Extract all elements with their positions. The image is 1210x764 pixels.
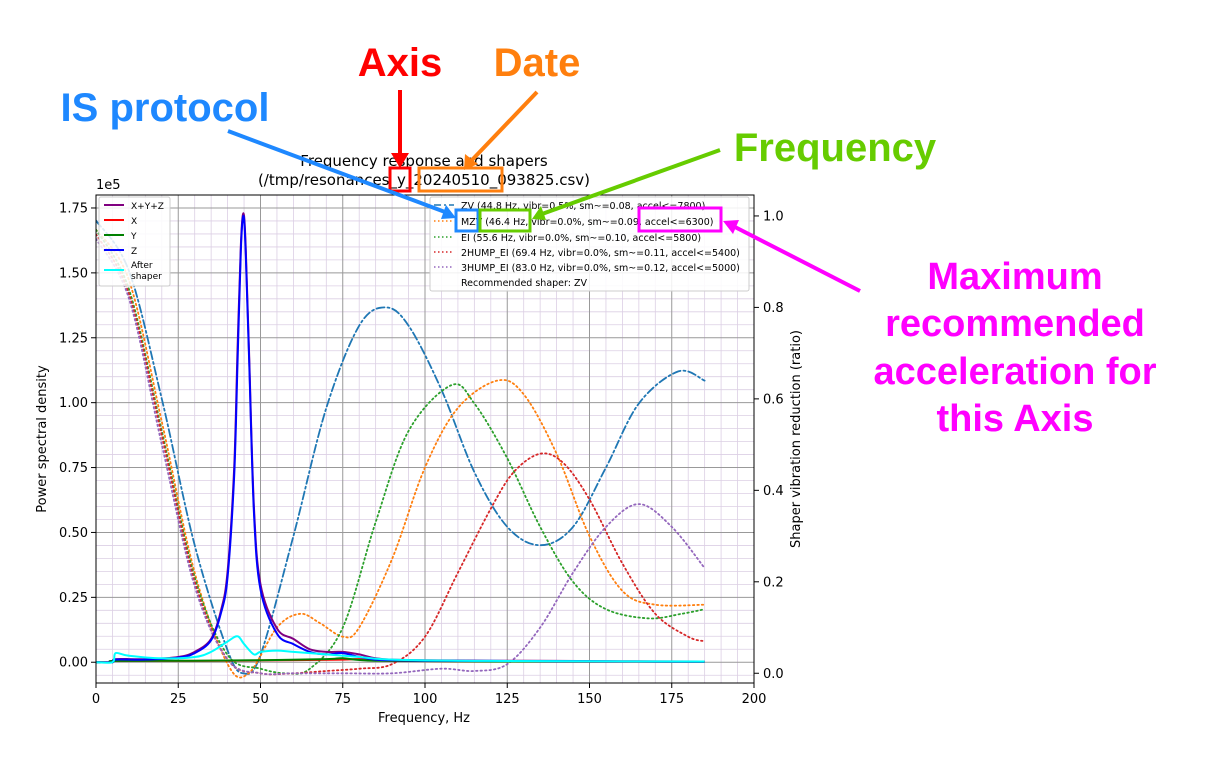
- chart-subtitle: (/tmp/resonances_y_20240510_093825.csv): [258, 171, 590, 190]
- y2-tick-label: 1.0: [763, 209, 784, 224]
- y-tick-label: 0.75: [59, 461, 88, 476]
- y-tick-label: 0.00: [59, 656, 88, 671]
- y2-tick-label: 0.0: [763, 667, 784, 682]
- callout-arrows: [227, 90, 861, 293]
- date-highlight-box: [417, 166, 504, 193]
- accel-arrowhead: [723, 220, 739, 234]
- axes: 0 25 50 75 100 125 150 175 200 0.00 0.25 0.50 0.75 1.…: [59, 201, 784, 707]
- axis-arrowhead: [391, 153, 409, 168]
- y-tick-label: 1.25: [59, 331, 88, 346]
- is-protocol-arrowhead: [441, 205, 456, 219]
- y2-axis-label: Shaper vibration reduction (ratio): [789, 330, 804, 548]
- shaper-line-ei: [96, 228, 706, 675]
- legend-label-zv: ZV (44.8 Hz, vibr=0.5%, sm~=0.08, accel<…: [461, 201, 705, 212]
- accel-highlight-box: [637, 206, 723, 233]
- chart-title: Frequency response and shapers: [300, 152, 548, 170]
- frequency-arrow: [541, 148, 721, 216]
- psd-line-after-shaper: [96, 635, 705, 664]
- x-tick-label: 25: [170, 692, 187, 707]
- y-tick-label: 1.50: [59, 266, 88, 281]
- accel-callout: Maximum recommended acceleration for thi…: [874, 256, 1157, 440]
- y-tick-label: 0.50: [59, 526, 88, 541]
- shaper-curves: [96, 219, 706, 679]
- y-tick-label: 0.25: [59, 591, 88, 606]
- x-tick-label: 125: [495, 692, 520, 707]
- x-tick-label: 150: [577, 692, 602, 707]
- legend-label-after: After: [131, 261, 153, 271]
- date-callout: Date: [494, 41, 581, 85]
- legend-label-recommended: Recommended shaper: ZV: [461, 278, 587, 289]
- is-protocol-highlight-box: [454, 208, 480, 233]
- x-tick-label: 175: [659, 692, 684, 707]
- legend-label-shaper: shaper: [131, 272, 162, 282]
- y-tick-label: 1.75: [59, 201, 88, 216]
- is-protocol-callout: IS protocol: [61, 86, 270, 130]
- shaper-line-mzv: [96, 228, 706, 679]
- y2-tick-label: 0.2: [763, 575, 784, 590]
- x-tick-label: 0: [92, 692, 100, 707]
- legend-label-z: Z: [131, 247, 137, 257]
- accel-callout-line-3: acceleration for: [874, 351, 1157, 393]
- date-arrow: [470, 90, 539, 162]
- legend-label-x: X: [131, 217, 137, 227]
- date-arrowhead: [464, 154, 478, 170]
- shaper-legend: ZV (44.8 Hz, vibr=0.5%, sm~=0.08, accel<…: [429, 196, 750, 292]
- x-tick-label: 200: [742, 692, 767, 707]
- x-tick-label: 100: [413, 692, 438, 707]
- legend-label-y: Y: [130, 232, 137, 242]
- y2-tick-label: 0.6: [763, 392, 784, 407]
- legend-label-ei: EI (55.6 Hz, vibr=0.0%, sm~=0.10, accel<…: [461, 233, 701, 244]
- accel-callout-line-2: recommended: [885, 303, 1145, 345]
- psd-curves: [96, 212, 705, 664]
- y-tick-label: 1.00: [59, 396, 88, 411]
- legend-label-mzv: MZV (46.4 Hz, vibr=0.0%, sm~=0.09, accel…: [461, 217, 713, 228]
- axis-callout: Axis: [358, 41, 443, 85]
- shaper-line-3hump-ei: [96, 237, 706, 676]
- accel-callout-line-1: Maximum: [927, 256, 1102, 298]
- accel-callout-line-4: this Axis: [937, 398, 1094, 440]
- x-axis-label: Frequency, Hz: [378, 711, 470, 726]
- frequency-callout: Frequency: [734, 126, 937, 170]
- accel-arrow: [732, 224, 861, 293]
- legend-label-2hump-ei: 2HUMP_EI (69.4 Hz, vibr=0.0%, sm~=0.11, …: [461, 248, 740, 259]
- y2-tick-label: 0.8: [763, 301, 784, 316]
- psd-legend: X+Y+Z X Y Z After shaper: [98, 196, 171, 287]
- x-tick-label: 75: [334, 692, 351, 707]
- legend-label-xyz: X+Y+Z: [131, 202, 164, 212]
- y-offset-label: 1e5: [96, 178, 121, 193]
- frequency-arrowhead: [532, 206, 546, 220]
- legend-label-3hump-ei: 3HUMP_EI (83.0 Hz, vibr=0.0%, sm~=0.12, …: [461, 263, 740, 274]
- shaper-line-zv: [96, 219, 706, 675]
- y-axis-label: Power spectral density: [35, 365, 50, 513]
- frequency-highlight-box: [478, 208, 532, 233]
- x-tick-label: 50: [252, 692, 269, 707]
- shaper-line-2hump-ei: [96, 233, 706, 676]
- y2-tick-label: 0.4: [763, 484, 784, 499]
- is-protocol-arrow: [227, 129, 446, 214]
